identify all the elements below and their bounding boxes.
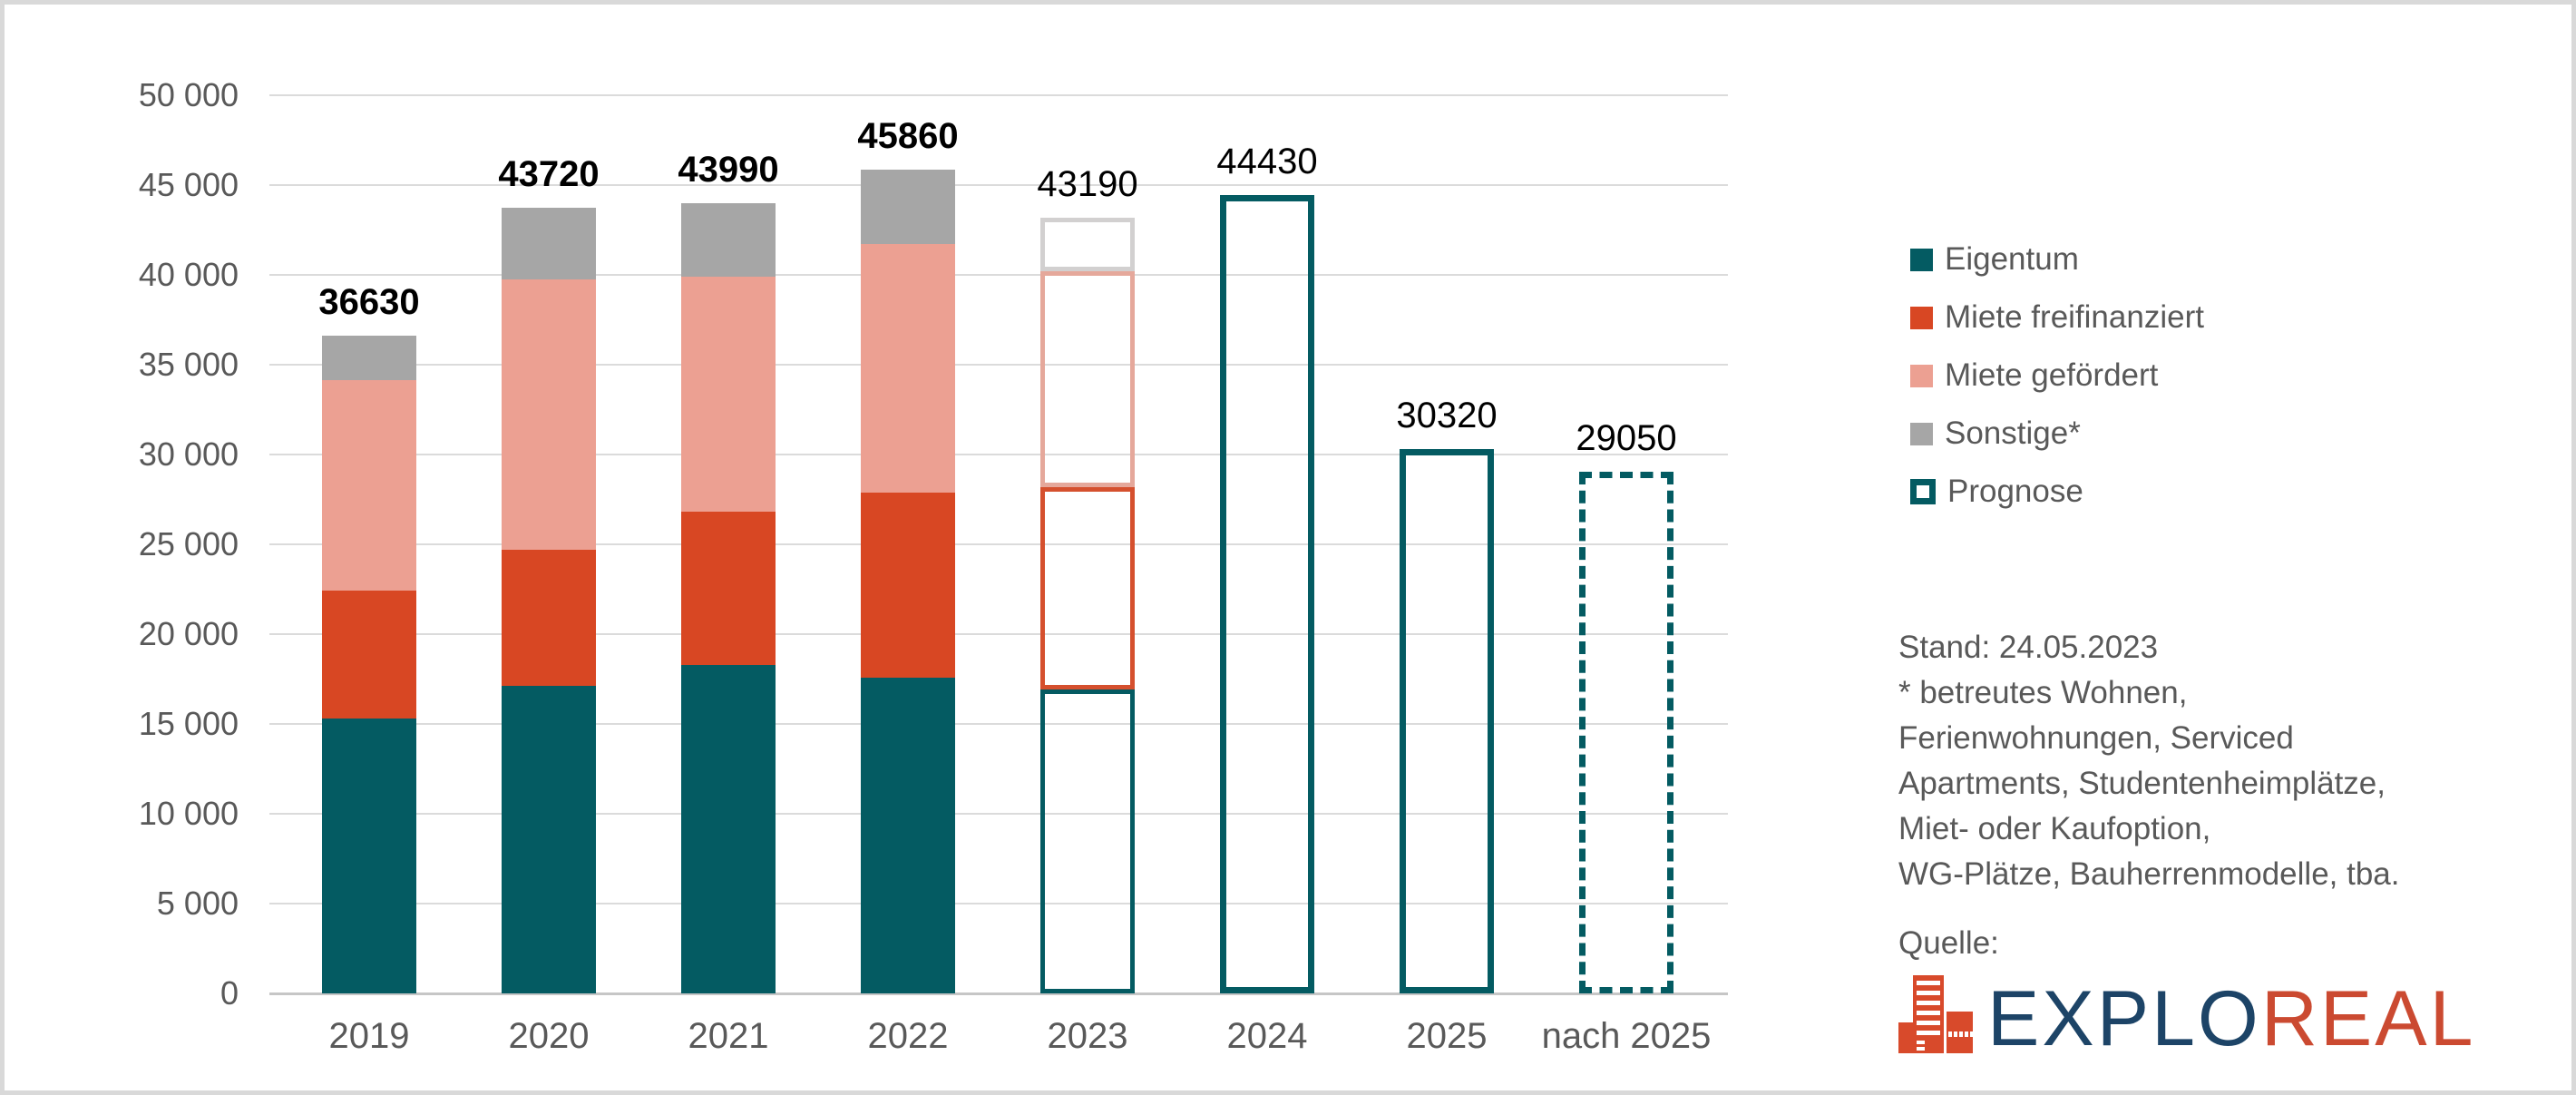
- bar-segment-miete-freifinanziert: [502, 549, 596, 687]
- gridline: [269, 184, 1728, 186]
- x-axis-category-label: 2022: [867, 1016, 949, 1056]
- bar-segment-miete-gef-rdert: [322, 380, 416, 591]
- note-line: Stand: 24.05.2023: [1898, 630, 2159, 665]
- logo-text-real: REAL: [2260, 975, 2476, 1062]
- logo-text-explo: EXPLO: [1987, 975, 2261, 1062]
- gridline: [269, 723, 1728, 725]
- legend-swatch-filled: [1910, 422, 1933, 445]
- x-axis-category-label: 2019: [328, 1016, 410, 1056]
- legend-label: Miete gefördert: [1945, 357, 2159, 393]
- legend-swatch-filled: [1910, 306, 1933, 329]
- legend-item-miete-gef-rdert: Miete gefördert: [1910, 353, 2158, 398]
- y-axis-tick-label: 5 000: [156, 885, 239, 922]
- bar-value-label: 43990: [678, 149, 779, 190]
- exploreal-logo: EXPLOREAL: [1898, 973, 2475, 1058]
- bar-forecast-outline: [1579, 471, 1673, 993]
- bar-segment-sonstige-: [502, 208, 596, 279]
- bar-segment-sonstige-: [681, 202, 776, 277]
- note-line: Apartments, Studentenheimplätze,: [1898, 766, 2386, 801]
- x-axis-category-label: 2024: [1226, 1016, 1308, 1056]
- bar-segment-eigentum: [1040, 689, 1135, 993]
- bar-segment-miete-gef-rdert: [1040, 271, 1135, 487]
- bar-segment-miete-freifinanziert: [322, 590, 416, 719]
- legend-item-eigentum: Eigentum: [1910, 237, 2079, 282]
- bar-value-label: 43190: [1037, 163, 1138, 204]
- y-axis-tick-label: 25 000: [138, 525, 239, 562]
- y-axis-tick-label: 35 000: [138, 346, 239, 383]
- gridline: [269, 364, 1728, 366]
- bar-segment-miete-freifinanziert: [861, 492, 955, 678]
- legend-swatch-filled: [1910, 248, 1933, 271]
- y-axis-tick-label: 0: [220, 974, 239, 1012]
- bar-segment-eigentum: [322, 719, 416, 993]
- bar-segment-sonstige-: [1040, 217, 1135, 272]
- legend-label: Eigentum: [1945, 241, 2079, 277]
- bar-segment-sonstige-: [861, 169, 955, 245]
- legend-item-miete-freifinanziert: Miete freifinanziert: [1910, 295, 2204, 340]
- gridline: [269, 543, 1728, 545]
- bar-segment-miete-gef-rdert: [502, 279, 596, 550]
- bar-segment-eigentum: [502, 686, 596, 993]
- bar-value-label: 29050: [1576, 417, 1677, 458]
- gridline: [269, 94, 1728, 96]
- bar-value-label: 36630: [318, 281, 420, 322]
- gridline: [269, 274, 1728, 276]
- exploreal-building-icon: [1898, 975, 1973, 1053]
- x-axis-category-label: nach 2025: [1541, 1016, 1712, 1056]
- gridline: [269, 454, 1728, 455]
- note-line: * betreutes Wohnen,: [1898, 675, 2188, 710]
- bar-segment-eigentum: [681, 664, 776, 993]
- y-axis-tick-label: 15 000: [138, 705, 239, 742]
- y-axis-tick-label: 20 000: [138, 615, 239, 652]
- legend-label: Sonstige*: [1945, 416, 2081, 451]
- legend-item-sonstige-: Sonstige*: [1910, 411, 2081, 456]
- legend-label: Miete freifinanziert: [1945, 299, 2204, 335]
- x-axis-category-label: 2023: [1047, 1016, 1128, 1056]
- bar-value-label: 43720: [498, 154, 600, 195]
- note-line: Miet- oder Kaufoption,: [1898, 811, 2211, 846]
- y-axis-tick-label: 40 000: [138, 256, 239, 293]
- gridline: [269, 903, 1728, 904]
- y-axis-tick-label: 50 000: [138, 76, 239, 113]
- legend-swatch-outlined: [1910, 479, 1936, 504]
- source-label: Quelle:: [1898, 925, 1999, 961]
- x-axis-category-label: 2021: [688, 1016, 769, 1056]
- bar-value-label: 30320: [1396, 395, 1498, 435]
- bar-forecast-outline: [1400, 448, 1494, 993]
- legend-item-prognose: Prognose: [1910, 469, 2083, 514]
- bar-segment-miete-gef-rdert: [861, 244, 955, 493]
- bar-value-label: 45860: [857, 115, 959, 156]
- bar-segment-miete-gef-rdert: [681, 276, 776, 513]
- bar-segment-sonstige-: [322, 335, 416, 381]
- gridline: [269, 813, 1728, 815]
- x-axis-line: [269, 992, 1728, 995]
- y-axis-tick-label: 45 000: [138, 166, 239, 203]
- bar-forecast-outline: [1220, 195, 1314, 993]
- exploreal-logo-text: EXPLOREAL: [1987, 980, 2475, 1058]
- x-axis-category-label: 2025: [1406, 1016, 1488, 1056]
- note-line: Ferienwohnungen, Serviced: [1898, 720, 2294, 756]
- legend-swatch-filled: [1910, 364, 1933, 387]
- bar-segment-eigentum: [861, 677, 955, 993]
- legend-label: Prognose: [1947, 474, 2083, 509]
- bar-segment-miete-freifinanziert: [681, 512, 776, 665]
- y-axis-tick-label: 10 000: [138, 795, 239, 832]
- y-axis-tick-label: 30 000: [138, 435, 239, 473]
- bar-value-label: 44430: [1216, 142, 1318, 182]
- gridline: [269, 633, 1728, 635]
- note-line: WG-Plätze, Bauherrenmodelle, tba.: [1898, 856, 2400, 892]
- x-axis-category-label: 2020: [508, 1016, 590, 1056]
- bar-segment-miete-freifinanziert: [1040, 486, 1135, 690]
